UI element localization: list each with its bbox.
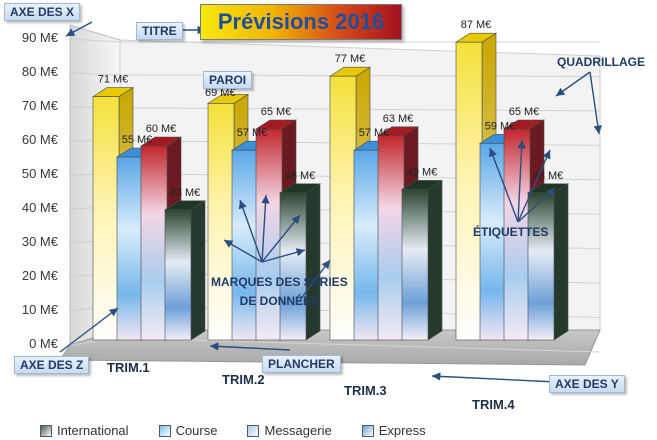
gridline	[119, 337, 601, 353]
bar-side	[190, 200, 206, 341]
category-label: TRIM.1	[107, 360, 150, 375]
annotation-plancher: PLANCHER	[262, 355, 341, 373]
legend-swatch	[40, 424, 52, 437]
legend-swatch	[158, 424, 171, 437]
data-label: 87 M€	[461, 19, 492, 31]
data-label: 55 M€	[122, 134, 153, 146]
bar-front	[401, 189, 429, 341]
data-label: 77 M€	[335, 53, 366, 65]
y-axis-ticks: 0 M€ 10 M€ 20 M€ 30 M€ 40 M€ 50 M€ 60 M€ 70 M€ 8…	[22, 30, 59, 351]
legend-label: Course	[175, 423, 218, 438]
bar-express-trim4	[526, 183, 570, 341]
bar-front	[164, 209, 192, 341]
y-tick-label: 0 M€	[29, 336, 59, 351]
legend-item: Messagerie	[247, 423, 332, 438]
data-label: 57 M€	[237, 127, 268, 139]
legend-swatch	[361, 424, 374, 437]
bar-front	[353, 149, 381, 341]
bar-front	[527, 192, 555, 341]
legend-label: Express	[378, 423, 426, 438]
y-tick-label: 40 M€	[22, 200, 59, 215]
data-label: 48 M€	[285, 170, 316, 182]
data-label: 71 M€	[98, 74, 129, 86]
annotation-axe-y: AXE DES Y	[549, 375, 625, 393]
legend-swatch	[247, 424, 260, 437]
bar-side	[427, 179, 443, 341]
legend-item: International	[40, 423, 129, 438]
bar-front	[503, 128, 531, 341]
bar-front	[231, 149, 259, 341]
bar-express-trim2	[278, 183, 322, 341]
annotation-paroi: PAROI	[203, 71, 253, 89]
bar-express-trim1	[163, 200, 207, 341]
bar-front	[207, 103, 235, 341]
category-label: TRIM.4	[472, 397, 515, 412]
bar-front	[92, 96, 120, 341]
bar-front	[479, 143, 507, 341]
y-tick-label: 10 M€	[22, 302, 59, 317]
category-labels: TRIM.1 TRIM.2 TRIM.3 TRIM.4	[107, 360, 515, 412]
bar-side	[305, 183, 321, 341]
bars	[91, 32, 570, 341]
annotation-axe-z: AXE DES Z	[14, 356, 90, 374]
legend-item: Express	[361, 423, 426, 438]
bar-front	[279, 192, 307, 341]
data-label: 57 M€	[359, 127, 390, 139]
annotation-arrows	[59, 21, 602, 383]
y-tick-label: 60 M€	[22, 132, 59, 147]
y-tick-label: 20 M€	[22, 268, 59, 283]
bar-front	[377, 135, 405, 341]
legend-label: Messagerie	[264, 423, 332, 438]
legend-item: Course	[158, 423, 218, 438]
annotation-quadrillage: QUADRILLAGE	[557, 55, 645, 69]
data-labels: 71 M€ 55 M€60 M€ 43 M€ 57 M€ 65 M€ 48 M€ 77 M€…	[98, 19, 564, 199]
data-label: 60 M€	[146, 123, 177, 135]
data-label: 65 M€	[509, 106, 540, 118]
side-gridline	[69, 72, 121, 76]
y-tick-label: 70 M€	[22, 98, 59, 113]
bar-side	[553, 183, 569, 341]
data-label: 43 M€	[170, 187, 201, 199]
data-label: 49 M€	[407, 166, 438, 178]
category-label: TRIM.3	[344, 383, 387, 398]
bar-front	[140, 145, 168, 341]
y-tick-label: 90 M€	[22, 30, 59, 45]
data-label: 59 M€	[485, 120, 516, 132]
annotation-axe-x: AXE DES X	[4, 3, 81, 21]
y-tick-label: 30 M€	[22, 234, 59, 249]
legend-label: International	[57, 423, 129, 438]
bar-express-trim3	[400, 179, 444, 341]
chart-title: Prévisions 2016	[200, 4, 402, 40]
bar-front	[329, 75, 357, 341]
data-label-partial: 69 M€	[205, 87, 236, 99]
data-label: 65 M€	[261, 106, 292, 118]
annotation-marques: MARQUES DES SÉRIES DE DONNÉES	[211, 275, 348, 308]
legend: International Course Messagerie Express	[40, 423, 456, 438]
annotation-titre: TITRE	[136, 22, 183, 40]
bar-front	[116, 156, 144, 341]
y-tick-label: 80 M€	[22, 64, 59, 79]
data-label: 63 M€	[383, 113, 414, 125]
side-gridline	[69, 38, 121, 43]
y-tick-label: 50 M€	[22, 166, 59, 181]
bar-front	[255, 128, 283, 341]
bar-front	[455, 41, 483, 341]
category-label: TRIM.2	[222, 372, 265, 387]
annotation-etiquettes: ÉTIQUETTES	[473, 225, 549, 239]
